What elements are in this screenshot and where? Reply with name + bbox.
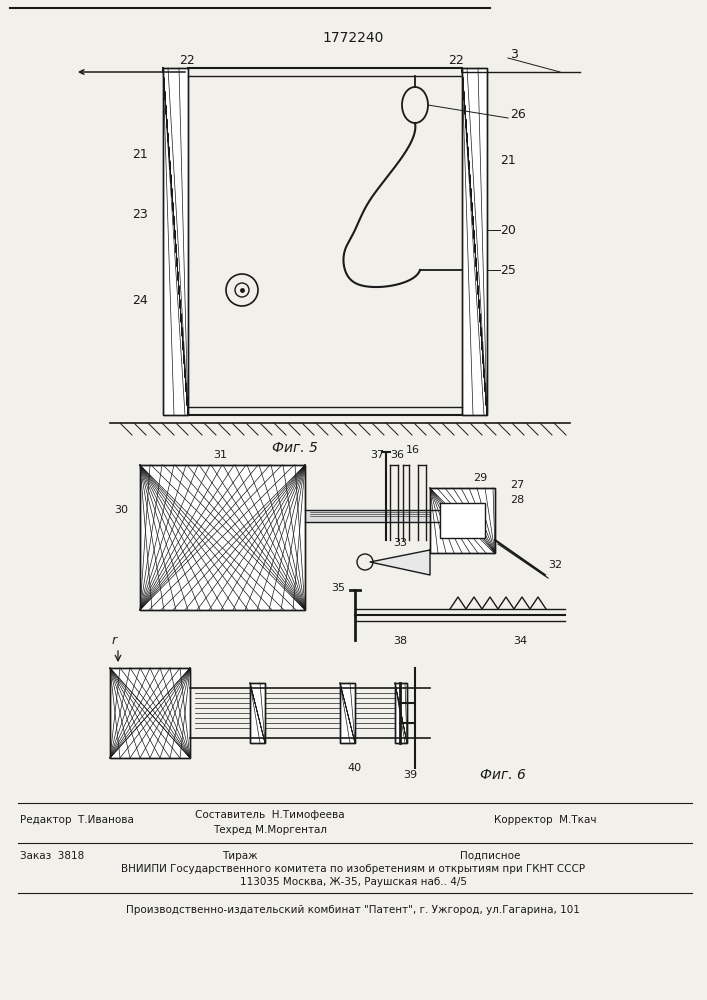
Text: 39: 39 [403,770,417,780]
Text: 27: 27 [510,480,525,490]
Bar [140,465,305,610]
Text: 36: 36 [390,450,404,460]
Text: 40: 40 [348,763,362,773]
Bar [395,683,407,743]
Text: 22: 22 [448,53,464,66]
Text: Корректор  М.Ткач: Корректор М.Ткач [493,815,596,825]
Bar [140,465,305,610]
Bar [163,68,188,415]
Bar [110,668,190,758]
Text: Фиг. 5: Фиг. 5 [272,441,318,455]
Bar [110,668,190,758]
Text: 37: 37 [370,450,384,460]
Text: Составитель  Н.Тимофеева: Составитель Н.Тимофеева [195,810,345,820]
Bar [340,683,355,743]
Text: 113035 Москва, Ж-35, Раушская наб.. 4/5: 113035 Москва, Ж-35, Раушская наб.. 4/5 [240,877,467,887]
Text: 25: 25 [500,263,516,276]
Text: 29: 29 [473,473,487,483]
Bar [440,503,485,538]
Text: 34: 34 [513,636,527,646]
Text: ВНИИПИ Государственного комитета по изобретениям и открытиям при ГКНТ СССР: ВНИИПИ Государственного комитета по изоб… [121,864,585,874]
Text: Редактор  Т.Иванова: Редактор Т.Иванова [20,815,134,825]
Text: 35: 35 [331,583,345,593]
Text: 26: 26 [510,108,526,121]
Bar [250,683,265,743]
Text: Техред М.Моргентал: Техред М.Моргентал [213,825,327,835]
Text: Подписное: Подписное [460,851,520,861]
Text: 16: 16 [406,445,420,455]
Text: Фиг. 6: Фиг. 6 [480,768,526,782]
Text: 1772240: 1772240 [322,31,384,45]
Text: 33: 33 [393,538,407,548]
Bar [430,488,495,553]
Text: Заказ  3818: Заказ 3818 [20,851,84,861]
Text: Тираж: Тираж [222,851,258,861]
Polygon shape [370,550,430,575]
Bar [462,68,487,415]
Bar [250,683,265,743]
Text: 38: 38 [393,636,407,646]
Text: 21: 21 [500,153,515,166]
Text: 28: 28 [510,495,525,505]
Bar [395,683,407,743]
Text: 24: 24 [132,294,148,306]
Text: 3: 3 [510,48,518,62]
Bar [430,488,495,553]
Bar [163,68,188,415]
Text: 30: 30 [114,505,128,515]
Bar [462,68,487,415]
Text: 31: 31 [213,450,227,460]
Bar [340,683,355,743]
Text: 23: 23 [132,209,148,222]
Text: Производственно-издательский комбинат "Патент", г. Ужгород, ул.Гагарина, 101: Производственно-издательский комбинат "П… [126,905,580,915]
Text: 32: 32 [548,560,562,570]
Text: 22: 22 [180,53,195,66]
Text: r: r [112,634,117,647]
Text: 20: 20 [500,224,516,236]
Text: 21: 21 [132,148,148,161]
